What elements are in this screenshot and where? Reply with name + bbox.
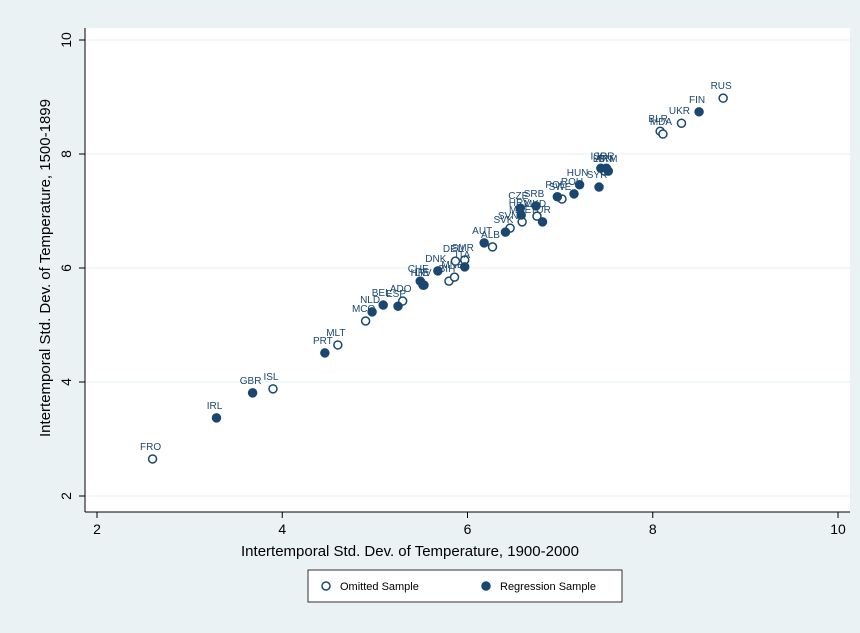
point — [247, 388, 258, 398]
point-label: SWE — [549, 182, 572, 193]
point-label: BEL — [372, 288, 391, 299]
point-label: MDA — [650, 117, 673, 128]
y-tick-label: 4 — [58, 378, 74, 386]
point-label: MCO — [352, 304, 376, 315]
point — [515, 203, 526, 213]
point — [532, 211, 542, 221]
point — [479, 238, 489, 248]
point — [211, 413, 222, 423]
point-label: ISL — [263, 372, 278, 383]
point-label: SMR — [452, 243, 474, 254]
y-tick-label: 10 — [58, 32, 74, 48]
x-tick-label: 6 — [464, 521, 472, 537]
point — [393, 301, 403, 311]
point-label: SVK — [493, 215, 513, 226]
point — [569, 189, 579, 199]
y-tick-label: 2 — [58, 492, 74, 500]
point-label: CHE — [408, 264, 429, 275]
point-label: ADO — [390, 284, 412, 295]
point-label: PRT — [313, 336, 333, 347]
point-label: BLR — [648, 114, 667, 125]
point-label: SRB — [524, 189, 545, 200]
point — [378, 300, 388, 310]
point — [360, 316, 371, 326]
point-label: DEU — [443, 244, 464, 255]
y-tick-label: 8 — [58, 150, 74, 158]
point-label: ALB — [481, 230, 500, 241]
point — [718, 93, 728, 103]
legend-marker — [321, 581, 331, 591]
point — [487, 242, 498, 252]
point-label: SVN — [498, 211, 519, 222]
point-label: UKR — [669, 106, 690, 117]
point — [418, 280, 428, 290]
point-label: HRV — [411, 268, 432, 279]
x-tick-label: 8 — [649, 521, 657, 537]
point — [147, 454, 158, 464]
point — [459, 262, 470, 272]
point — [603, 166, 614, 176]
point — [500, 227, 511, 237]
point — [433, 266, 443, 276]
point — [658, 129, 668, 139]
x-tick-label: 4 — [278, 521, 286, 537]
point-label: MLT — [326, 328, 345, 339]
point-label: BIH — [439, 264, 456, 275]
point-label: ESP — [386, 289, 406, 300]
legend — [307, 569, 623, 603]
point — [694, 107, 704, 117]
point — [268, 384, 278, 394]
x-tick-label: 10 — [830, 521, 846, 537]
point-label: ROU — [561, 177, 583, 188]
point-label: TUR — [530, 205, 551, 216]
point-label: SYR — [587, 170, 608, 181]
y-tick-label: 6 — [58, 264, 74, 272]
x-tick-label: 2 — [93, 521, 101, 537]
point — [449, 272, 460, 282]
point — [676, 118, 687, 128]
point-label: ISR — [591, 151, 608, 162]
legend-label: Omitted Sample — [340, 581, 419, 593]
point — [574, 180, 585, 190]
point-label: CZE — [508, 191, 528, 202]
point-label: JOR — [594, 151, 614, 162]
point — [531, 201, 541, 211]
point — [320, 348, 330, 358]
point-label: HUN — [567, 168, 589, 179]
point — [552, 192, 563, 202]
point-label: LBN — [593, 154, 612, 165]
legend-marker — [481, 581, 491, 591]
point — [333, 340, 343, 350]
point-label: NLD — [360, 295, 380, 306]
point-label: IRL — [207, 401, 223, 412]
point-label: POL — [545, 180, 565, 191]
x-axis-label: Intertemporal Std. Dev. of Temperature, … — [241, 543, 579, 560]
point-label: RUS — [711, 81, 732, 92]
point — [450, 256, 461, 266]
point — [594, 182, 604, 192]
point-label: FRO — [140, 442, 161, 453]
point-label: MNE — [441, 260, 464, 271]
legend-label: Regression Sample — [500, 581, 596, 593]
point-label: DNK — [425, 254, 446, 265]
point-label: LIE — [414, 268, 429, 279]
point-label: FIN — [689, 95, 705, 106]
point-label: GBR — [240, 376, 262, 387]
y-axis-label: Intertemporal Std. Dev. of Temperature, … — [37, 99, 54, 437]
point-label: ITA — [455, 250, 470, 261]
point-label: AUT — [472, 226, 492, 237]
point-label: ARM — [595, 154, 617, 165]
point — [537, 217, 548, 227]
point — [367, 307, 377, 317]
